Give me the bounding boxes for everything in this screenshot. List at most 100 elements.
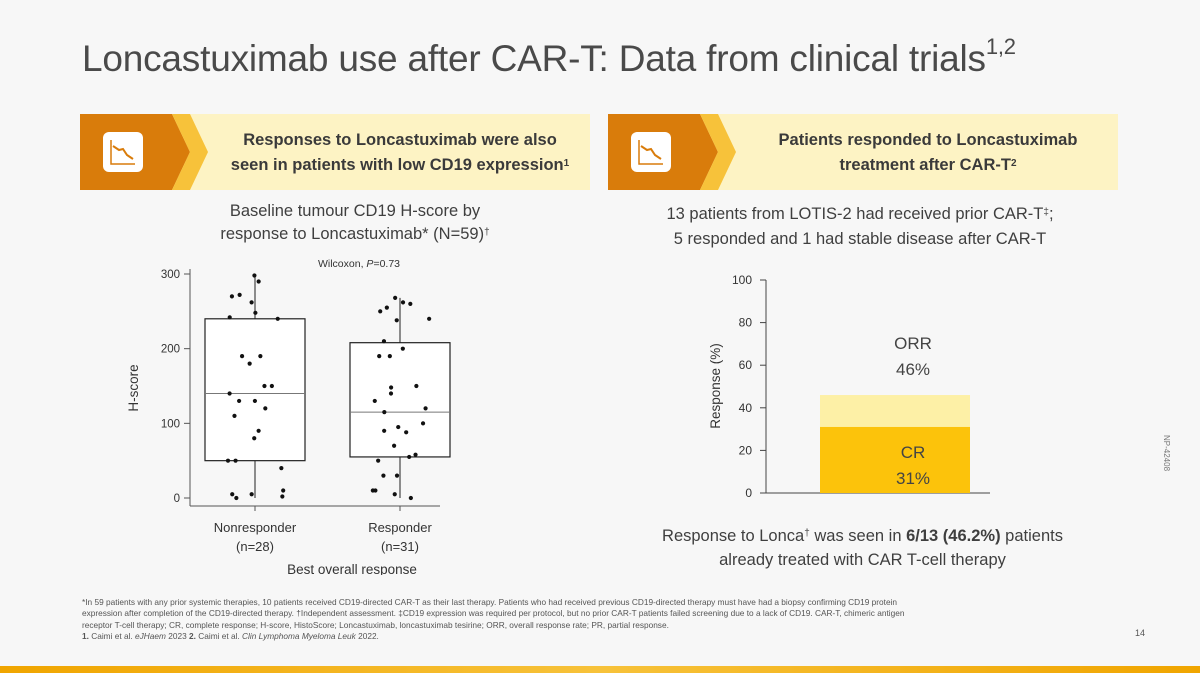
- boxplot-point: [252, 436, 257, 441]
- boxplot-point: [227, 391, 232, 396]
- footnote-references: 1. Caimi et al. eJHaem 2023 2. Caimi et …: [82, 630, 379, 641]
- footnote-line2: expression after completion of the CD19-…: [82, 608, 905, 619]
- left-banner-icon-block: [80, 114, 208, 190]
- left-banner-text: Responses to Loncastuximab were also see…: [220, 128, 580, 178]
- boxplot-point: [400, 300, 406, 305]
- boxplot-point: [252, 273, 257, 278]
- boxplot-point: [256, 428, 261, 433]
- boxplot-point: [407, 454, 412, 460]
- boxplot-point: [239, 354, 245, 359]
- right-banner-line2: treatment after CAR-T2: [839, 156, 1017, 174]
- boxplot-subtitle-line1: Baseline tumour CD19 H-score by: [229, 202, 481, 220]
- response-caption: Response to Lonca† was seen in 6/13 (46.…: [610, 524, 1115, 572]
- boxplot-point: [234, 495, 239, 501]
- boxplot-point: [372, 398, 377, 404]
- bar-subtitle-superscript: ‡: [1043, 207, 1049, 218]
- boxplot-y-tick-label-3: 300: [161, 269, 180, 281]
- bar-orr-name: ORR: [894, 334, 932, 353]
- boxplot-point: [394, 318, 399, 323]
- boxplot-point: [408, 301, 413, 306]
- boxplot-point: [232, 413, 237, 418]
- boxplot-point: [370, 488, 375, 493]
- boxplot-y-tick-label-2: 200: [161, 344, 180, 356]
- hscore-boxplot-chart: Wilcoxon, P=0.73 H-score 0 100 200 300 Nonr…: [126, 258, 451, 575]
- footnote-line1: *In 59 patients with any prior systemic …: [82, 597, 898, 607]
- boxplot-point: [381, 339, 387, 344]
- bar-y-axis-label: Response (%): [708, 343, 723, 429]
- boxplot-point: [382, 428, 387, 433]
- boxplot-subtitle-superscript: †: [484, 227, 490, 238]
- boxplot-point: [233, 458, 238, 463]
- boxplot-point: [387, 354, 392, 359]
- response-caption-superscript: †: [804, 528, 810, 539]
- page-number: 14: [1135, 628, 1146, 638]
- boxplot-point: [392, 443, 397, 448]
- response-caption-bold: 6/13 (46.2%): [906, 527, 1001, 545]
- bar-cr: [820, 426, 970, 493]
- boxplot-category-label-1: Responder: [368, 520, 432, 535]
- boxplot-point: [249, 492, 254, 497]
- right-banner-icon-block: [608, 114, 736, 190]
- boxplot-point: [227, 315, 232, 320]
- boxplot-point: [281, 488, 286, 493]
- boxplot-point: [237, 398, 242, 404]
- boxplot-point: [230, 492, 235, 497]
- bar-subtitle-line2: 5 responded and 1 had stable disease aft…: [673, 230, 1047, 248]
- footnote-line3: receptor T-cell therapy; CR, complete re…: [82, 619, 669, 630]
- boxplot-point: [396, 424, 401, 430]
- boxplot-category-n-0: (n=28): [236, 539, 274, 554]
- boxplot-point: [247, 361, 252, 366]
- left-chart-decline-icon: [80, 114, 208, 190]
- boxplot-point: [389, 385, 394, 390]
- right-banner-superscript: 2: [1010, 158, 1017, 169]
- boxplot-point: [394, 473, 400, 478]
- right-banner-text: Patients responded to Loncastuximab trea…: [748, 128, 1108, 178]
- boxplot-point: [225, 458, 231, 463]
- boxplot-point: [423, 406, 428, 411]
- boxplot-point: [256, 279, 261, 284]
- bar-y-tick-label-1: 20: [739, 443, 753, 457]
- bar-y-tick-label-3: 60: [739, 358, 753, 372]
- bar-subtitle: 13 patients from LOTIS-2 had received pr…: [620, 202, 1100, 252]
- boxplot-point: [253, 310, 258, 315]
- boxplot-point: [280, 494, 285, 499]
- boxplot-point: [400, 346, 405, 351]
- boxplot-point: [252, 398, 258, 404]
- left-banner-line1: Responses to Loncastuximab were also: [243, 131, 557, 149]
- bar-cr-value: 31%: [896, 469, 930, 488]
- boxplot-point: [269, 383, 274, 389]
- bar-cr-name: CR: [901, 443, 926, 462]
- boxplot-point: [275, 316, 280, 321]
- left-banner: Responses to Loncastuximab were also see…: [80, 114, 590, 190]
- boxplot-point: [237, 292, 242, 298]
- boxplot-point: [384, 305, 389, 310]
- left-banner-superscript: 1: [563, 158, 570, 169]
- boxplot-x-axis-label: Best overall response: [287, 562, 417, 575]
- response-caption-line1: Response to Lonca† was seen in 6/13 (46.…: [662, 527, 1063, 545]
- boxplot-point: [392, 492, 397, 497]
- boxplot-y-axis-label: H-score: [126, 364, 141, 411]
- bar-y-tick-label-5: 100: [732, 273, 752, 287]
- boxplot-point: [376, 458, 381, 463]
- bar-subtitle-line1: 13 patients from LOTIS-2 had received pr…: [666, 205, 1054, 223]
- boxplot-point: [427, 316, 432, 321]
- boxplot-annotation: Wilcoxon, P=0.73: [318, 258, 400, 270]
- boxplot-point: [420, 421, 426, 426]
- boxplot-point: [229, 294, 235, 299]
- boxplot-subtitle-line2: response to Loncastuximab* (N=59)†: [220, 225, 490, 243]
- boxplot-point: [262, 383, 267, 389]
- bar-y-tick-label-4: 80: [739, 316, 753, 330]
- boxplot-point: [378, 309, 383, 314]
- response-bar-chart: Response (%) 0 20 40 60 80 100 ORR 46% CR 31%: [708, 273, 990, 500]
- left-banner-line2: seen in patients with low CD19 expressio…: [230, 156, 570, 174]
- boxplot-point: [258, 354, 263, 359]
- right-chart-decline-icon: [608, 114, 736, 190]
- boxplot-subtitle: Baseline tumour CD19 H-score by response…: [175, 200, 535, 246]
- right-banner: Patients responded to Loncastuximab trea…: [608, 114, 1118, 190]
- bar-y-tick-label-0: 0: [745, 486, 752, 500]
- boxplot-point: [414, 383, 419, 389]
- slide-title: Loncastuximab use after CAR-T: Data from…: [82, 34, 1016, 79]
- boxplot-point: [249, 300, 254, 305]
- boxplot-point: [413, 452, 418, 457]
- boxplot-category-label-0: Nonresponder: [214, 520, 297, 535]
